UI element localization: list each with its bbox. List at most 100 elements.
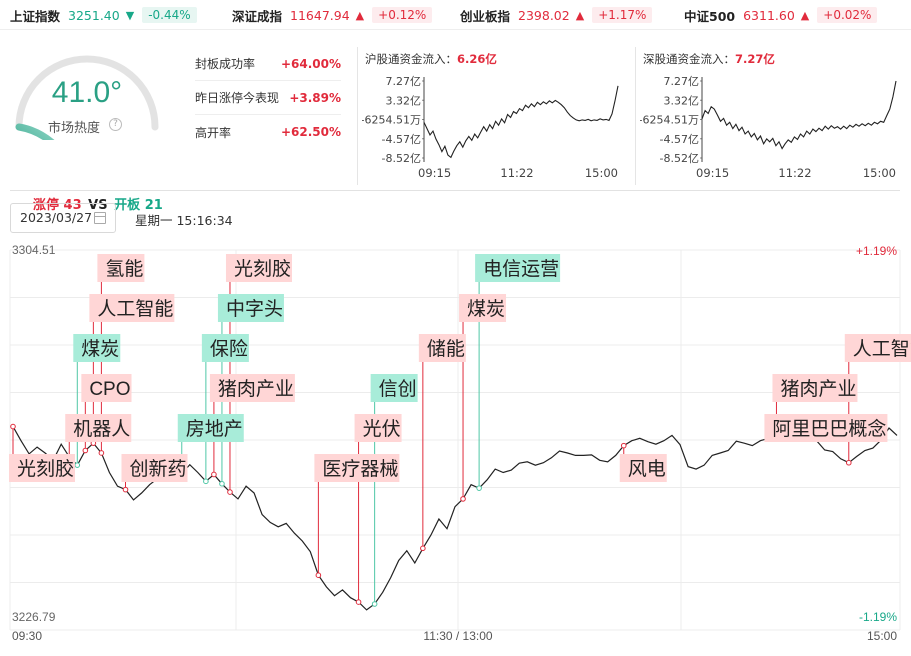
heat-label: 市场热度 xyxy=(48,121,101,136)
limit-up-label: 涨停 xyxy=(33,198,60,213)
date-picker[interactable]: 2023/03/27 xyxy=(10,203,116,233)
intraday-index-chart: 3304.51 3226.79 +1.19% -1.19% 09:30 11:30 / 1… xyxy=(9,243,911,643)
sector-tag[interactable]: 煤炭 xyxy=(459,294,507,322)
sector-tag[interactable]: 中字头 xyxy=(217,294,284,322)
sector-tag[interactable]: CPO xyxy=(81,374,132,402)
sector-tag-label: 储能 xyxy=(427,338,465,360)
flow-x-tick: 15:00 xyxy=(863,166,896,180)
flow-x-tick: 09:15 xyxy=(418,166,451,180)
stat-label: 封板成功率 xyxy=(195,57,256,71)
sector-tag-label: 人工智能 xyxy=(97,298,173,320)
sector-tag-label: 煤炭 xyxy=(467,298,505,320)
section-divider xyxy=(10,190,900,191)
sector-tag[interactable]: 房地产 xyxy=(177,414,244,442)
annotation-point[interactable] xyxy=(476,485,482,491)
ticker-shanghai[interactable]: 上证指数 3251.40 ▼ -0.44% xyxy=(10,0,197,30)
annotation-point[interactable] xyxy=(315,572,322,578)
sector-tag[interactable]: 储能 xyxy=(418,334,466,362)
annotation-point[interactable] xyxy=(98,450,105,456)
annotation-point[interactable] xyxy=(355,599,362,605)
sector-tag[interactable]: 人工智能 xyxy=(844,334,911,362)
flow-x-tick: 11:22 xyxy=(778,166,811,180)
ticker-shenzhen[interactable]: 深证成指 11647.94 ▲ +0.12% xyxy=(232,0,433,30)
sector-tag-label: 保险 xyxy=(210,338,248,360)
sector-tag[interactable]: 光刻胶 xyxy=(9,454,75,482)
up-arrow-icon: ▲ xyxy=(355,8,365,22)
annotation-point[interactable] xyxy=(371,601,378,607)
ticker-change: +0.02% xyxy=(817,7,878,23)
sector-tag[interactable]: 保险 xyxy=(201,334,249,362)
sector-tag[interactable]: 风电 xyxy=(619,454,667,482)
ticker-csi500[interactable]: 中证500 6311.60 ▲ +0.02% xyxy=(684,0,878,30)
flow-y-tick: 3.32亿 xyxy=(664,94,700,107)
annotation-point[interactable] xyxy=(420,545,426,552)
info-icon[interactable]: ? xyxy=(109,118,122,131)
stat-label: 高开率 xyxy=(195,125,232,140)
sector-tag[interactable]: 机器人 xyxy=(65,414,132,442)
flow-series-line xyxy=(701,80,897,150)
annotation-point[interactable] xyxy=(620,442,627,449)
sector-tag-label: 信创 xyxy=(379,378,417,400)
sector-tag-label: 医疗器械 xyxy=(322,458,398,480)
sector-tag-bg xyxy=(772,374,858,402)
stat-value: +64.00% xyxy=(280,56,341,71)
shenzhen-connect-flow-chart: 深股通资金流入：7.27亿 7.27亿 3.32亿 -6254.51万 -4.57亿 -… xyxy=(640,47,910,187)
sector-tag[interactable]: 电信运营 xyxy=(475,254,561,282)
ticker-change: -0.44% xyxy=(142,7,197,23)
up-arrow-icon: ▲ xyxy=(575,8,585,22)
sector-tag-bg xyxy=(121,454,188,482)
flow-title-label: 深股通资金流入： xyxy=(643,52,735,66)
sector-tag[interactable]: 信创 xyxy=(370,374,418,402)
sector-tag-label: CPO xyxy=(89,379,130,400)
sector-tag-bg xyxy=(81,374,132,402)
x-tick-label: 11:30 / 13:00 xyxy=(423,629,492,643)
date-value: 2023/03/27 xyxy=(20,210,93,225)
sector-tag[interactable]: 猪肉产业 xyxy=(772,374,858,402)
limit-up-count: 43 xyxy=(63,198,82,213)
sector-tag[interactable]: 创新药 xyxy=(121,454,188,482)
pct-max-label: +1.19% xyxy=(856,244,897,258)
annotation-point[interactable] xyxy=(203,478,209,485)
sector-tag-bg xyxy=(459,294,507,322)
limit-up-summary: 涨停 43 VS 开板 21 xyxy=(33,194,163,213)
annotation-point[interactable] xyxy=(227,489,233,495)
divider xyxy=(635,47,636,185)
sector-tag[interactable]: 光刻胶 xyxy=(225,254,292,282)
calendar-icon[interactable] xyxy=(94,212,106,224)
annotation-point[interactable] xyxy=(460,496,466,502)
sector-tag[interactable]: 医疗器械 xyxy=(314,454,400,482)
flow-y-tick: -6254.51万 xyxy=(362,114,421,127)
sector-tag-bg xyxy=(764,414,888,442)
sector-tag[interactable]: 阿里巴巴概念 xyxy=(764,414,888,442)
sector-tag-label: 机器人 xyxy=(73,418,130,440)
sector-tag[interactable]: 人工智能 xyxy=(89,294,175,322)
sector-tag[interactable]: 光伏 xyxy=(354,414,402,442)
annotation-point[interactable] xyxy=(219,480,225,487)
sector-tag[interactable]: 氢能 xyxy=(97,254,145,282)
sector-tag-bg xyxy=(217,294,284,322)
sector-tag-label: 光刻胶 xyxy=(17,458,74,480)
ticker-change: +1.17% xyxy=(592,7,653,23)
sector-tag-bg xyxy=(314,454,400,482)
annotation-point[interactable] xyxy=(82,447,89,454)
ticker-chinext[interactable]: 创业板指 2398.02 ▲ +1.17% xyxy=(460,0,653,30)
sector-tag-bg xyxy=(201,334,249,362)
index-ticker-bar: 上证指数 3251.40 ▼ -0.44% 深证成指 11647.94 ▲ +0… xyxy=(0,0,911,30)
sector-tag[interactable]: 猪肉产业 xyxy=(209,374,295,402)
sector-tag-bg xyxy=(475,254,561,282)
y-max-label: 3304.51 xyxy=(12,243,56,257)
sector-tag[interactable]: 煤炭 xyxy=(73,334,121,362)
annotation-point[interactable] xyxy=(10,423,16,430)
sector-tag-bg xyxy=(844,334,911,362)
ticker-name: 创业板指 xyxy=(460,8,511,24)
stat-label: 昨日涨停今表现 xyxy=(195,91,280,105)
sector-tag-bg xyxy=(9,454,75,482)
sector-tag-label: 人工智能 xyxy=(853,338,911,360)
ticker-name: 上证指数 xyxy=(10,8,61,24)
annotation-point[interactable] xyxy=(845,459,852,466)
annotation-point[interactable] xyxy=(74,462,81,468)
annotation-point[interactable] xyxy=(122,486,129,493)
annotation-point[interactable] xyxy=(211,471,217,478)
stat-value: +62.50% xyxy=(280,125,341,139)
